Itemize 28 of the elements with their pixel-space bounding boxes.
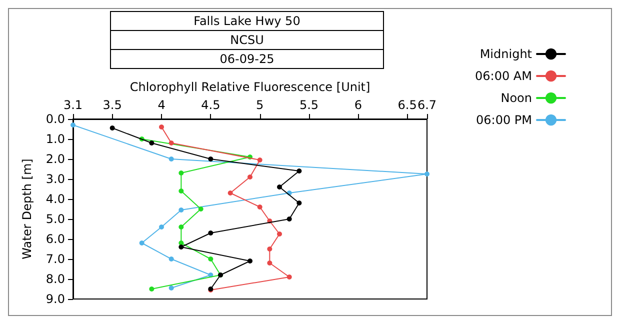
y-tick-label: 7.0 xyxy=(46,252,65,266)
x-tick-label: 5 xyxy=(256,98,264,112)
x-tick-label: 6.7 xyxy=(417,98,437,112)
y-tick-label: 4.0 xyxy=(46,192,65,206)
x-tick-label: 3.5 xyxy=(102,98,122,112)
x-tick-label: 6 xyxy=(354,98,362,112)
y-axis-title: Water Depth [m] xyxy=(20,158,34,260)
legend-label: 06:00 AM xyxy=(475,69,532,83)
y-tick-label: 9.0 xyxy=(46,292,65,306)
text: 06-09-25 xyxy=(110,50,384,69)
chart-title: Falls Lake Hwy 50 xyxy=(110,11,384,31)
x-tick-label: 6.5 xyxy=(398,98,417,112)
y-tick-label: 5.0 xyxy=(46,212,65,226)
legend-label: Midnight xyxy=(480,47,532,61)
y-tick-label: 1.0 xyxy=(46,132,65,146)
y-tick-label: 6.0 xyxy=(46,232,65,246)
x-tick-label: 3.1 xyxy=(63,98,83,112)
x-tick-label: 4.5 xyxy=(201,98,220,112)
x-tick-label: 5.5 xyxy=(299,98,319,112)
chart-subtitle: NCSU xyxy=(110,31,384,50)
legend-label: Noon xyxy=(500,91,532,105)
x-tick-label: 4 xyxy=(158,98,166,112)
y-tick-label: 3.0 xyxy=(46,172,65,186)
y-tick-label: 0.0 xyxy=(46,112,65,126)
y-tick-label: 2.0 xyxy=(46,152,65,166)
legend-label: 06:00 PM xyxy=(476,113,532,127)
y-tick-label: 8.0 xyxy=(46,272,65,286)
x-axis-title: Chlorophyll Relative Fluorescence [Unit] xyxy=(130,80,370,94)
